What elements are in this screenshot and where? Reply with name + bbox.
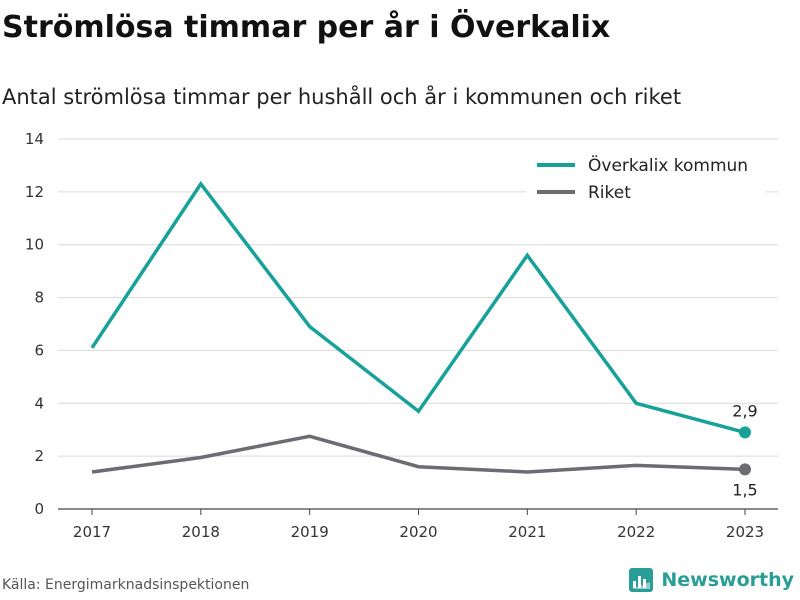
y-tick-label: 10 [25,236,44,254]
x-axis: 2017 2018 2019 2020 2021 2022 2023 [73,509,764,541]
line-chart: 0 2 4 6 8 10 12 14 2017 2018 2019 2020 2021 2022 2023… [25,130,778,541]
y-tick-label: 8 [34,289,44,307]
x-tick-label: 2021 [508,523,546,541]
x-tick-label: 2023 [726,523,764,541]
series-line [90,180,746,435]
legend-label: Riket [588,183,631,203]
legend-label: Överkalix kommun [588,154,748,176]
brand-logo: Newsworthy [629,568,794,592]
y-tick-label: 0 [34,500,44,518]
bar-chart-logo-icon [629,568,654,592]
series-lines [90,180,746,474]
chart-title: Strömlösa timmar per år i Överkalix [2,10,611,45]
source-note: Källa: Energimarknadsinspektionen [2,577,250,593]
legend: Överkalix kommun Riket [526,150,766,204]
y-tick-label: 2 [34,447,44,465]
x-tick-label: 2018 [182,523,220,541]
series-end-point [739,426,751,439]
data-label: 1,5 [732,480,757,499]
x-tick-label: 2022 [617,523,655,541]
x-tick-label: 2020 [399,523,437,541]
data-label: 2,9 [732,401,757,420]
y-tick-label: 12 [25,183,44,201]
x-tick-label: 2019 [291,523,329,541]
brand-name: Newsworthy [661,569,794,591]
legend-background [526,150,766,204]
end-points: 2,9 1,5 [732,401,757,499]
y-tick-label: 14 [25,130,44,148]
y-axis-ticks: 0 2 4 6 8 10 12 14 [25,130,44,518]
y-tick-label: 4 [34,394,44,412]
y-tick-label: 6 [34,341,44,359]
x-tick-label: 2017 [73,523,111,541]
series-line [91,434,746,474]
series-end-point [739,463,751,476]
chart-subtitle: Antal strömlösa timmar per hushåll och å… [2,85,682,109]
